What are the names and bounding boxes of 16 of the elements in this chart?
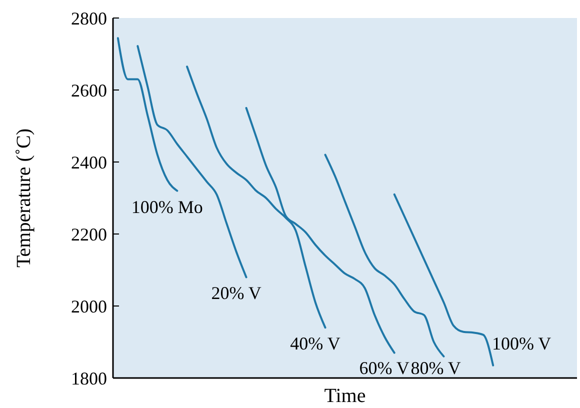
line-series xyxy=(324,154,445,358)
y-tick-label: 2400 xyxy=(71,152,107,172)
y-axis-title: Temperature (˚C) xyxy=(13,128,35,268)
series-label: 60% V xyxy=(359,358,410,378)
y-tick-label: 2000 xyxy=(71,296,107,316)
x-axis-title: Time xyxy=(324,385,366,407)
y-tick-label: 2200 xyxy=(71,224,107,244)
series-label: 80% V xyxy=(410,358,461,378)
y-tick-label: 2800 xyxy=(71,8,107,28)
series-label: 100% Mo xyxy=(131,196,203,217)
series-label: 100% V xyxy=(492,333,552,354)
series-label: 20% V xyxy=(211,283,262,304)
y-tick-label: 1800 xyxy=(71,368,107,388)
y-tick-label: 2600 xyxy=(71,80,107,100)
line-series xyxy=(116,37,178,192)
series-label: 40% V xyxy=(290,334,340,354)
